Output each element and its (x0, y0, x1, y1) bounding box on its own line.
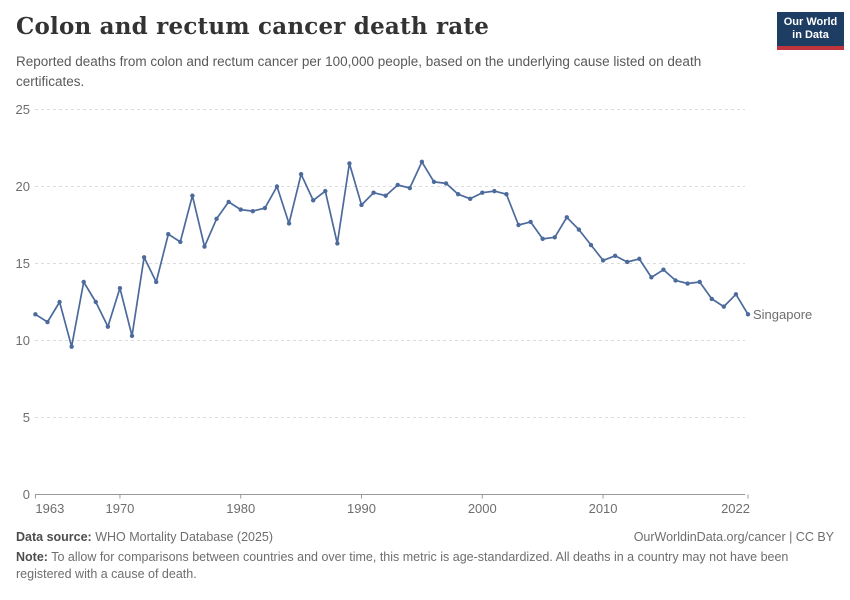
data-point (564, 215, 570, 220)
data-point (733, 292, 739, 297)
data-point (649, 275, 654, 280)
data-point (81, 279, 86, 285)
data-point (33, 312, 38, 317)
data-point (250, 208, 256, 214)
x-tick-label-2000: 2000 (468, 501, 497, 516)
footer: Data source: WHO Mortality Database (202… (16, 530, 834, 544)
footnote-text: To allow for comparisons between countri… (16, 550, 789, 581)
x-tick-label-1980: 1980 (226, 501, 255, 516)
data-point (347, 161, 352, 166)
data-point (310, 198, 316, 203)
data-point (709, 296, 714, 302)
data-point (443, 181, 449, 186)
footnote-label: Note: (16, 550, 48, 564)
data-point (407, 185, 413, 191)
footnote: Note: To allow for comparisons between c… (16, 549, 818, 582)
data-point (226, 199, 231, 205)
x-tick-label-2010: 2010 (589, 501, 618, 516)
data-point (202, 244, 207, 249)
data-point (57, 299, 62, 305)
y-tick-label-15: 15 (16, 256, 30, 271)
data-point (383, 193, 388, 198)
data-source-text: WHO Mortality Database (2025) (91, 530, 274, 544)
data-point (468, 196, 473, 202)
x-tick-label-1970: 1970 (105, 501, 134, 516)
data-point (661, 267, 666, 272)
data-source: Data source: WHO Mortality Database (202… (16, 530, 273, 544)
y-tick-label-10: 10 (16, 333, 30, 348)
data-point (105, 324, 111, 329)
y-tick-label-20: 20 (16, 179, 30, 194)
data-point (117, 285, 123, 291)
data-point (335, 241, 340, 246)
data-point (576, 227, 582, 232)
data-point (359, 202, 364, 208)
data-point (129, 333, 135, 339)
data-point (286, 221, 292, 226)
data-point (419, 159, 425, 165)
data-point (697, 279, 702, 285)
x-tick-label-1963: 1963 (35, 501, 64, 516)
x-tick-label-1990: 1990 (347, 501, 376, 516)
y-tick-label-0: 0 (23, 487, 30, 502)
data-point (600, 258, 606, 263)
series-label-singapore: Singapore (753, 307, 812, 322)
data-point (298, 171, 304, 177)
data-point (190, 193, 195, 198)
y-tick-label-5: 5 (23, 410, 30, 425)
license-link[interactable]: OurWorldinData.org/cancer | CC BY (633, 530, 834, 544)
data-source-label: Data source: (16, 530, 92, 544)
data-point (745, 312, 751, 317)
data-point (721, 304, 727, 309)
data-point (178, 239, 183, 245)
data-point (516, 222, 521, 228)
data-point (588, 242, 594, 248)
data-point (612, 253, 618, 258)
line-singapore (34, 161, 749, 348)
data-point (528, 219, 533, 225)
data-point (685, 281, 690, 286)
data-point (323, 188, 328, 194)
owid-logo-line2: in Data (792, 29, 829, 41)
y-tick-label-25: 25 (16, 102, 30, 117)
data-point (238, 207, 243, 212)
data-point (141, 255, 147, 260)
owid-logo[interactable]: Our World in Data (777, 12, 844, 50)
x-tick-label-2022: 2022 (721, 501, 750, 516)
data-point (395, 182, 400, 188)
data-point (274, 184, 280, 189)
data-point (492, 188, 497, 194)
data-point (371, 190, 376, 195)
data-point (637, 256, 642, 262)
data-point (673, 278, 678, 283)
data-point (552, 235, 557, 240)
data-point (540, 236, 545, 242)
data-point (45, 319, 50, 325)
page-title: Colon and rectum cancer death rate (16, 13, 490, 40)
data-point (262, 205, 268, 211)
data-point (504, 192, 509, 197)
owid-logo-line1: Our World (783, 15, 838, 28)
data-point (431, 179, 437, 185)
data-point (455, 192, 461, 197)
data-point (69, 344, 74, 349)
chart-subtitle: Reported deaths from colon and rectum ca… (16, 54, 702, 90)
data-point (153, 279, 159, 285)
data-point (625, 259, 630, 265)
data-point (214, 216, 219, 222)
data-point (166, 232, 171, 237)
data-point (93, 299, 98, 305)
data-point (480, 190, 485, 195)
